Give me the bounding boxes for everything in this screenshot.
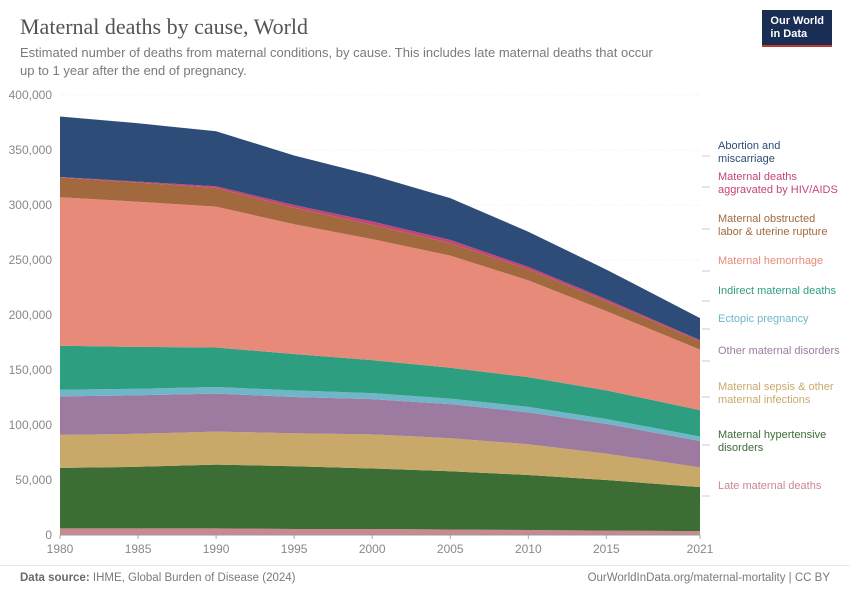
- svg-text:2015: 2015: [593, 542, 620, 556]
- svg-text:100,000: 100,000: [9, 418, 53, 432]
- chart-area: 0 50,000 100,000 150,000 200,000 250,000 300,0…: [0, 85, 850, 565]
- legend-item-indirect: Indirect maternal deaths: [718, 285, 840, 298]
- svg-text:200,000: 200,000: [9, 308, 53, 322]
- svg-text:1990: 1990: [203, 542, 230, 556]
- svg-text:250,000: 250,000: [9, 253, 53, 267]
- footer-source-value: IHME, Global Burden of Disease (2024): [93, 572, 296, 584]
- footer-source: Data source: IHME, Global Burden of Dise…: [20, 572, 296, 584]
- legend-item-obstructed: Maternal obstructed labor & uterine rupt…: [718, 213, 840, 238]
- chart-footer: Data source: IHME, Global Burden of Dise…: [0, 565, 850, 584]
- chart-title: Maternal deaths by cause, World: [20, 14, 830, 40]
- svg-text:300,000: 300,000: [9, 198, 53, 212]
- svg-text:2005: 2005: [437, 542, 464, 556]
- svg-text:0: 0: [45, 528, 52, 542]
- footer-source-label: Data source:: [20, 572, 90, 584]
- svg-text:1980: 1980: [47, 542, 74, 556]
- legend-item-other: Other maternal disorders: [718, 345, 840, 358]
- svg-text:400,000: 400,000: [9, 88, 53, 102]
- svg-text:350,000: 350,000: [9, 143, 53, 157]
- logo-line2: in Data: [770, 28, 824, 41]
- footer-attribution: OurWorldInData.org/maternal-mortality | …: [588, 572, 830, 584]
- svg-text:50,000: 50,000: [15, 473, 52, 487]
- legend-item-abortion: Abortion and miscarriage: [718, 140, 840, 165]
- svg-text:2010: 2010: [515, 542, 542, 556]
- chart-header: Maternal deaths by cause, World Estimate…: [0, 0, 850, 85]
- chart-legend: Abortion and miscarriage Maternal deaths …: [710, 85, 840, 555]
- legend-item-hemorrhage: Maternal hemorrhage: [718, 255, 840, 268]
- svg-text:2000: 2000: [359, 542, 386, 556]
- legend-item-hiv: Maternal deaths aggravated by HIV/AIDS: [718, 171, 840, 196]
- svg-text:1995: 1995: [281, 542, 308, 556]
- legend-item-sepsis: Maternal sepsis & other maternal infecti…: [718, 381, 840, 406]
- legend-item-ectopic: Ectopic pregnancy: [718, 313, 840, 326]
- owid-logo: Our World in Data: [762, 10, 832, 47]
- svg-text:1985: 1985: [125, 542, 152, 556]
- legend-item-hypertensive: Maternal hypertensive disorders: [718, 429, 840, 454]
- chart-subtitle: Estimated number of deaths from maternal…: [20, 44, 660, 79]
- logo-line1: Our World: [770, 15, 824, 28]
- legend-item-late: Late maternal deaths: [718, 480, 840, 493]
- svg-text:150,000: 150,000: [9, 363, 53, 377]
